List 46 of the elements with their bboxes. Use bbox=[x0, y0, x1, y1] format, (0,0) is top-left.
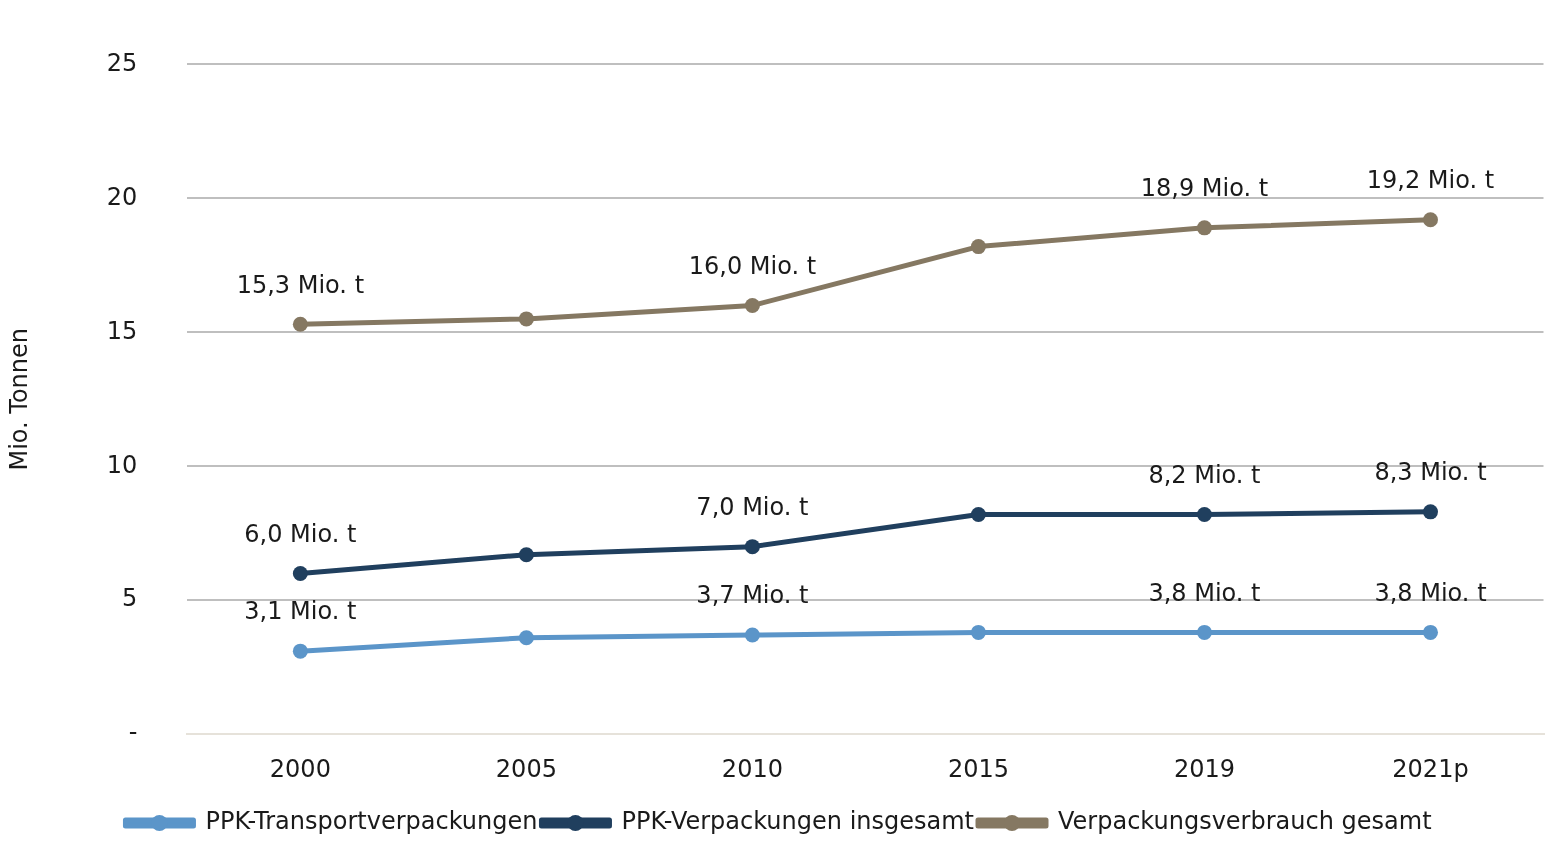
x-tick-label: 2015 bbox=[947, 754, 1009, 783]
y-tick-label: 15 bbox=[106, 316, 138, 345]
data-label: 19,2 Mio. t bbox=[1366, 166, 1495, 195]
data-label: 3,7 Mio. t bbox=[696, 581, 809, 610]
data-label: 15,3 Mio. t bbox=[236, 270, 365, 299]
x-tick-label: 2005 bbox=[495, 754, 557, 783]
data-label: 16,0 Mio. t bbox=[688, 251, 817, 280]
legend-label: PPK-Transportverpackungen bbox=[205, 807, 538, 836]
x-tick-label: 2019 bbox=[1173, 754, 1235, 783]
data-label: 8,2 Mio. t bbox=[1148, 460, 1261, 489]
point bbox=[744, 298, 760, 314]
point bbox=[1422, 624, 1438, 640]
point bbox=[292, 316, 308, 332]
x-tick-label: 2000 bbox=[269, 754, 331, 783]
data-label: 18,9 Mio. t bbox=[1140, 174, 1269, 203]
point bbox=[1196, 220, 1212, 236]
legend-label: Verpackungsverbrauch gesamt bbox=[1058, 807, 1432, 836]
point bbox=[518, 630, 534, 646]
point bbox=[292, 643, 308, 659]
data-label: 8,3 Mio. t bbox=[1374, 458, 1487, 487]
y-axis-title: Mio. Tonnen bbox=[4, 328, 33, 471]
y-tick-label: 25 bbox=[106, 48, 138, 77]
y-tick-label: 5 bbox=[122, 584, 138, 613]
point bbox=[292, 565, 308, 581]
x-tick-label: 2010 bbox=[721, 754, 783, 783]
data-label: 7,0 Mio. t bbox=[696, 492, 809, 521]
point bbox=[518, 547, 534, 563]
data-label: 3,1 Mio. t bbox=[244, 597, 357, 626]
data-label: 6,0 Mio. t bbox=[244, 519, 357, 548]
point bbox=[1196, 624, 1212, 640]
y-tick-label: - bbox=[128, 718, 138, 747]
point bbox=[744, 539, 760, 555]
point bbox=[970, 239, 986, 255]
y-tick-label: 20 bbox=[106, 182, 138, 211]
point bbox=[1422, 504, 1438, 520]
point bbox=[970, 507, 986, 523]
x-tick-label: 2021p bbox=[1392, 754, 1469, 783]
point bbox=[1422, 212, 1438, 228]
point bbox=[518, 311, 534, 327]
y-tick-label: 10 bbox=[106, 450, 138, 479]
point bbox=[744, 627, 760, 643]
legend-label: PPK-Verpackungen insgesamt bbox=[621, 807, 975, 836]
data-label: 3,8 Mio. t bbox=[1148, 578, 1261, 607]
point bbox=[1196, 507, 1212, 523]
data-label: 3,8 Mio. t bbox=[1374, 578, 1487, 607]
point bbox=[970, 624, 986, 640]
